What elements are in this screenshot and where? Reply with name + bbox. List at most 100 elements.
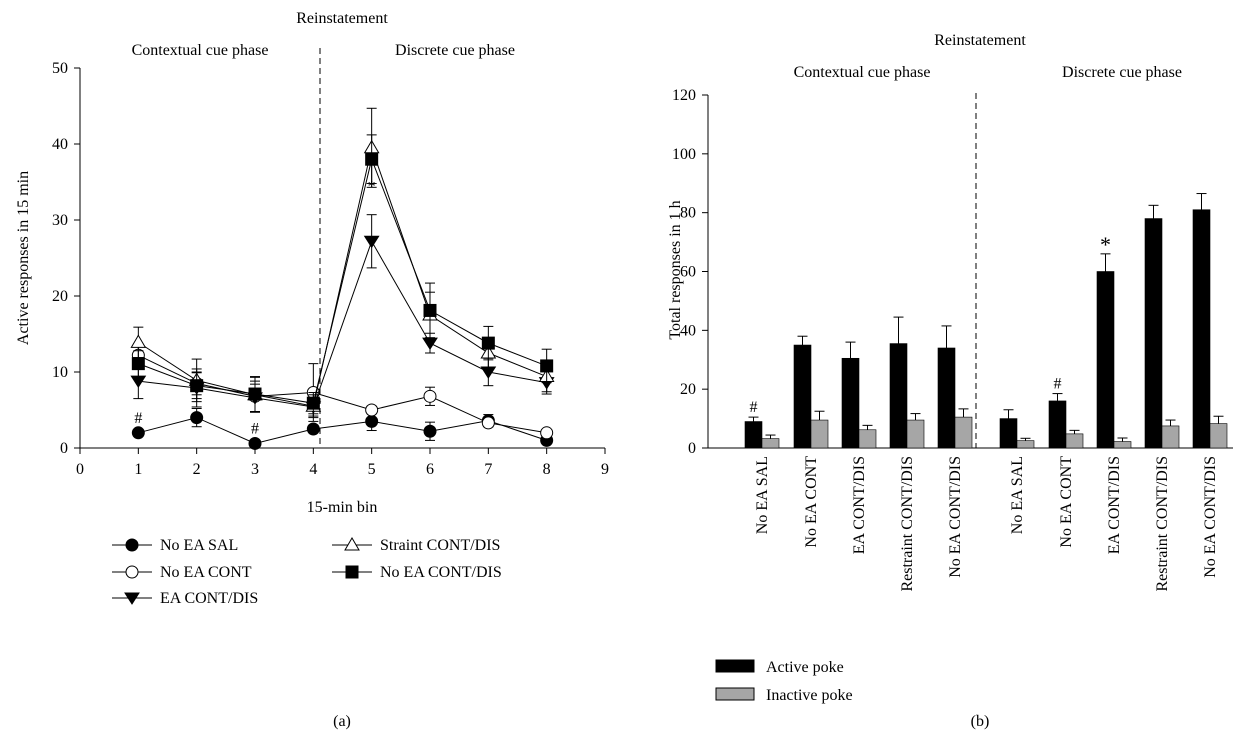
legend-label-no-ea-cont-dis: No EA CONT/DIS	[380, 564, 502, 581]
data-point-no-ea-sal	[365, 414, 379, 428]
legend-marker-open-triangle-up	[344, 537, 360, 551]
panel-b-phase-label-contextual: Contextual cue phase	[794, 64, 931, 81]
category-label: No EA CONT/DIS	[947, 456, 964, 578]
data-point-ea-cont-dis	[363, 235, 380, 249]
series-active-poke	[744, 193, 1211, 449]
category-label: No EA CONT	[803, 456, 820, 548]
legend-label-inactive-poke: Inactive poke	[766, 687, 853, 704]
x-tick-label: 7	[484, 461, 492, 478]
panel-a-phase-label-discrete: Discrete cue phase	[395, 42, 515, 59]
x-tick-label: 8	[543, 461, 551, 478]
bar-active-poke	[889, 343, 908, 449]
data-point-no-ea-cont	[365, 403, 379, 417]
y-tick-label: 30	[52, 212, 68, 229]
panel-b-annotations: # # *	[750, 232, 1112, 416]
x-tick-label: 0	[76, 461, 84, 478]
data-point-no-ea-cont-dis	[248, 387, 262, 401]
panel-b-label: (b)	[971, 713, 990, 730]
bar-inactive-poke	[906, 419, 925, 449]
legend-label-no-ea-cont: No EA CONT	[160, 564, 252, 581]
series-no-ea-cont-dis	[131, 134, 554, 415]
y-tick-label: 40	[680, 322, 696, 339]
data-point-no-ea-cont	[481, 416, 495, 430]
panel-a-top-title: Reinstatement	[296, 10, 388, 27]
y-tick-label: 0	[60, 440, 68, 457]
category-label: No EA SAL	[1009, 456, 1026, 534]
bar-inactive-poke	[1209, 423, 1228, 449]
series-line-no-ea-cont-dis	[138, 157, 547, 404]
series-line-no-ea-cont	[138, 354, 547, 434]
category-label: Restraint CONT/DIS	[899, 456, 916, 592]
legend-item-no-ea-cont: No EA CONT	[112, 564, 252, 581]
panel-a-series	[130, 107, 555, 450]
bar-inactive-poke	[1161, 425, 1180, 449]
category-label: Restraint CONT/DIS	[1154, 456, 1171, 592]
data-point-no-ea-cont-dis	[423, 303, 437, 317]
panel-a-x-ticks: 0 1 2 3 4 5 6 7 8 9	[76, 448, 609, 478]
data-point-no-ea-cont-dis	[540, 359, 554, 373]
bar-active-poke	[841, 357, 860, 449]
panel-b-bars	[744, 193, 1228, 449]
panel-a-y-ticks: 0 10 20 30 40 50	[52, 60, 80, 457]
category-label: No EA SAL	[754, 456, 771, 534]
y-tick-label: 0	[688, 440, 696, 457]
x-tick-label: 9	[601, 461, 609, 478]
panel-a-phase-label-contextual: Contextual cue phase	[132, 42, 269, 59]
significance-mark: #	[1054, 376, 1062, 393]
y-tick-label: 20	[680, 381, 696, 398]
legend-marker-filled-square	[345, 565, 359, 579]
data-point-no-ea-cont-dis	[306, 396, 320, 410]
series-line-straint-cont-dis	[138, 145, 547, 407]
significance-mark: #	[750, 399, 758, 416]
data-point-ea-cont-dis	[422, 337, 438, 351]
bar-inactive-poke	[1016, 440, 1035, 449]
legend-item-no-ea-cont-dis: No EA CONT/DIS	[332, 564, 502, 581]
bar-active-poke	[744, 421, 763, 449]
bar-inactive-poke	[761, 438, 780, 449]
panel-a-legend: No EA SAL No EA CONT EA CONT/DIS Straint…	[112, 537, 502, 607]
significance-mark: #	[134, 410, 142, 427]
legend-label-straint-cont-dis: Straint CONT/DIS	[380, 537, 500, 554]
legend-swatch-inactive-poke	[715, 687, 755, 701]
legend-label-no-ea-sal: No EA SAL	[160, 537, 238, 554]
category-label: No EA CONT/DIS	[1202, 456, 1219, 578]
legend-marker-filled-circle	[125, 538, 139, 552]
bar-active-poke	[1192, 209, 1211, 449]
y-tick-label: 40	[52, 136, 68, 153]
data-point-no-ea-cont-dis	[365, 152, 379, 166]
data-point-no-ea-cont-dis	[190, 379, 204, 393]
y-tick-label: 100	[672, 146, 696, 163]
data-point-no-ea-sal	[131, 426, 145, 440]
bar-active-poke	[999, 418, 1018, 449]
bar-active-poke	[1144, 218, 1163, 449]
panel-b-legend: Active poke Inactive poke	[715, 659, 853, 704]
bar-inactive-poke	[858, 429, 877, 449]
x-tick-label: 1	[134, 461, 142, 478]
panel-a-label: (a)	[333, 713, 351, 730]
data-point-straint-cont-dis	[130, 334, 147, 348]
panel-b-bar-chart: Reinstatement Contextual cue phase Discr…	[667, 32, 1233, 730]
panel-b-y-ticks: 0 20 40 60 80 100 120	[672, 87, 708, 457]
data-point-no-ea-sal	[423, 424, 437, 438]
bar-active-poke	[937, 347, 956, 449]
legend-label-ea-cont-dis: EA CONT/DIS	[160, 590, 258, 607]
x-tick-label: 6	[426, 461, 434, 478]
data-point-no-ea-sal	[248, 436, 262, 450]
category-label: EA CONT/DIS	[1106, 456, 1123, 554]
data-point-no-ea-sal	[306, 422, 320, 436]
x-tick-label: 4	[309, 461, 317, 478]
significance-mark: *	[368, 178, 376, 195]
panel-a-annotations: # # *	[134, 178, 375, 437]
bar-inactive-poke	[1113, 441, 1132, 449]
legend-item-no-ea-sal: No EA SAL	[112, 537, 238, 554]
bar-active-poke	[793, 344, 812, 449]
bar-inactive-poke	[810, 419, 829, 449]
y-tick-label: 80	[680, 205, 696, 222]
panel-b-phase-label-discrete: Discrete cue phase	[1062, 64, 1182, 81]
data-point-no-ea-cont-dis	[131, 357, 145, 371]
legend-item-active-poke: Active poke	[715, 659, 844, 676]
y-tick-label: 20	[52, 288, 68, 305]
y-tick-label: 60	[680, 264, 696, 281]
panel-b-top-title: Reinstatement	[934, 32, 1026, 49]
category-label: EA CONT/DIS	[851, 456, 868, 554]
